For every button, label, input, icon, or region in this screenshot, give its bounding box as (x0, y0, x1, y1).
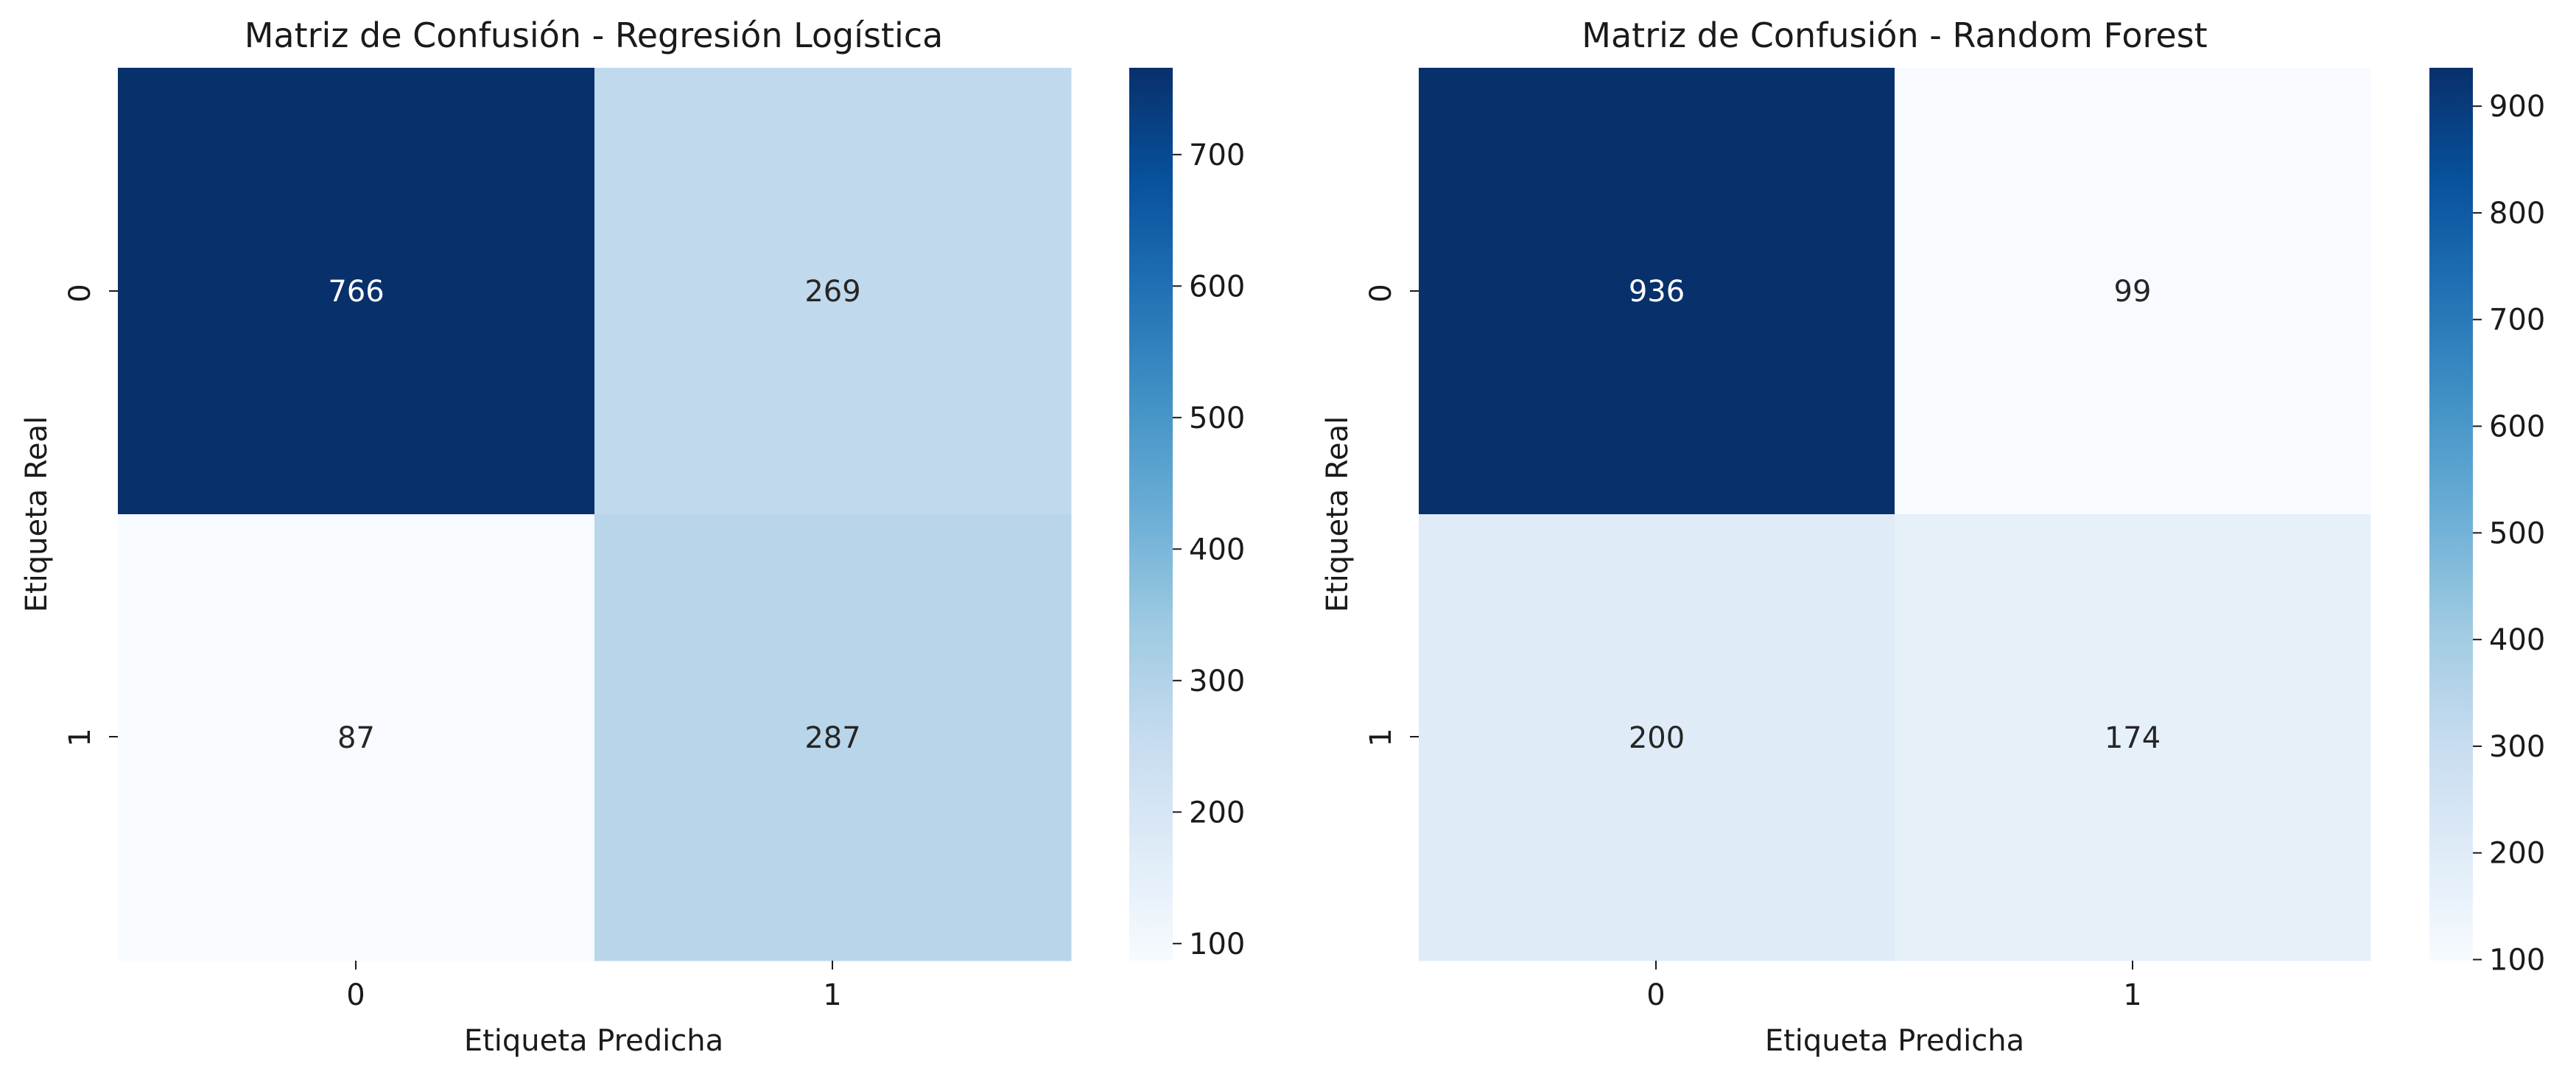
colorbar-tick-label: 300 (2489, 730, 2545, 764)
heatmap-panel-random-forest: Matriz de Confusión - Random Forest 936 9… (1321, 15, 2545, 1058)
y-tick-label: 0 (63, 284, 97, 302)
y-tick-label: 1 (1364, 728, 1398, 746)
heatmap-cell (1895, 68, 2371, 515)
colorbar: 100 200 300 400 500 600 700 800 900 (2429, 68, 2545, 978)
cell-value-label: 200 (1629, 721, 1685, 755)
colorbar-tick-label: 700 (2489, 304, 2545, 337)
x-axis-label: Etiqueta Predicha (464, 1024, 723, 1058)
cell-value-label: 99 (2114, 275, 2152, 309)
x-tick-label: 0 (1646, 978, 1665, 1012)
x-tick-label: 1 (823, 978, 841, 1012)
y-axis-label: Etiqueta Real (1321, 416, 1355, 613)
colorbar-tick-label: 100 (2489, 944, 2545, 978)
heatmap-cells: 766 269 87 287 (118, 68, 1072, 961)
heatmap-cells: 936 99 200 174 (1419, 68, 2371, 961)
colorbar-tick-label: 700 (1189, 138, 1245, 172)
heatmap-cell (1419, 68, 1895, 515)
cell-value-label: 174 (2105, 721, 2161, 755)
colorbar-tick-label: 600 (2489, 410, 2545, 444)
cell-value-label: 269 (804, 275, 860, 309)
heatmap-cell (118, 68, 595, 515)
cell-value-label: 87 (337, 721, 375, 755)
x-axis: 0 1 Etiqueta Predicha (1646, 961, 2142, 1058)
colorbar-gradient (1129, 68, 1173, 961)
colorbar-tick-label: 800 (2489, 197, 2545, 231)
x-axis: 0 1 Etiqueta Predicha (346, 961, 842, 1058)
heatmap-cell (1895, 514, 2371, 961)
y-tick-label: 0 (1364, 284, 1398, 302)
colorbar-tick-label: 200 (1189, 796, 1245, 830)
chart-title: Matriz de Confusión - Random Forest (1582, 15, 2207, 55)
cell-value-label: 936 (1629, 275, 1685, 309)
y-axis-label: Etiqueta Real (20, 416, 54, 613)
y-tick-label: 1 (63, 728, 97, 746)
colorbar: 100 200 300 400 500 600 700 (1129, 68, 1245, 961)
heatmap-cell (1419, 514, 1895, 961)
y-axis: 0 1 Etiqueta Real (1321, 284, 1419, 747)
cell-value-label: 766 (328, 275, 384, 309)
colorbar-tick-label: 400 (1189, 533, 1245, 567)
heatmap-cell (118, 514, 595, 961)
heatmap-cell (594, 68, 1072, 515)
x-tick-label: 0 (346, 978, 365, 1012)
colorbar-tick-label: 300 (1189, 665, 1245, 698)
x-axis-label: Etiqueta Predicha (1765, 1024, 2024, 1058)
colorbar-tick-label: 500 (2489, 516, 2545, 550)
colorbar-tick-label: 600 (1189, 270, 1245, 304)
colorbar-tick-label: 200 (2489, 837, 2545, 871)
colorbar-tick-label: 500 (1189, 402, 1245, 435)
colorbar-tick-label: 400 (2489, 623, 2545, 657)
chart-title: Matriz de Confusión - Regresión Logístic… (245, 15, 944, 55)
y-axis: 0 1 Etiqueta Real (20, 284, 118, 747)
heatmap-cell (594, 514, 1072, 961)
colorbar-tick-label: 100 (1189, 928, 1245, 961)
heatmap-panel-logistic: Matriz de Confusión - Regresión Logístic… (20, 15, 1245, 1058)
colorbar-gradient (2429, 68, 2473, 961)
x-tick-label: 1 (2123, 978, 2141, 1012)
cell-value-label: 287 (804, 721, 860, 755)
colorbar-tick-label: 900 (2489, 90, 2545, 124)
